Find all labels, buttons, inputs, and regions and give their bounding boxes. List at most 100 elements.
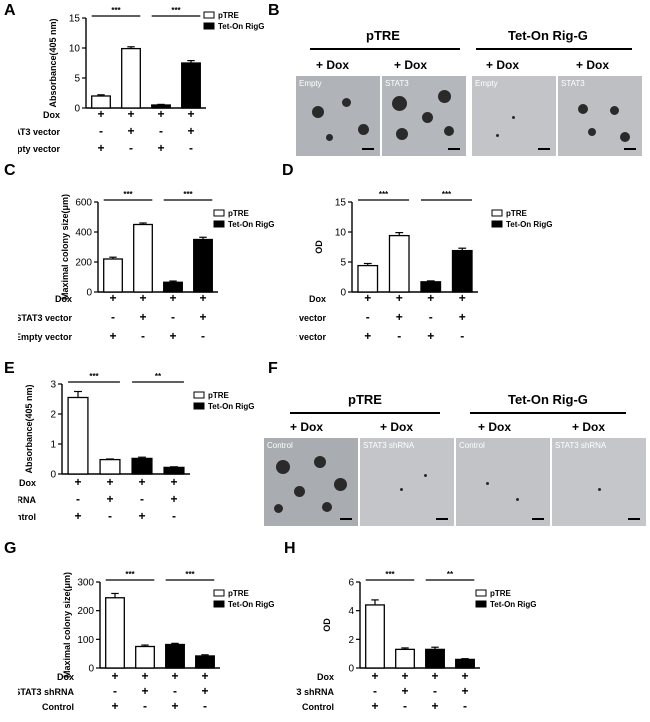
y-tick-label: 1 [50,440,56,451]
condition-mark: + [396,310,403,324]
condition-mark: + [431,699,438,713]
panel-label-h: H [284,540,296,557]
bar [133,223,153,293]
colony [400,488,403,491]
bar-chart-od-stat3-vector: 0 5 10 15 OD *** *** pTRE Tet-On RigG Dox + + + + STAT… [296,190,553,343]
condition-mark: - [189,141,193,155]
legend-swatch [203,22,215,30]
scale-bar [340,518,352,520]
condition-mark: + [106,475,113,489]
legend-label: pTRE [228,209,250,218]
condition-row-label: Dox [19,478,36,488]
microscopy-image: STAT3 shRNA [552,438,646,526]
scale-bar [538,148,550,150]
condition-mark: + [170,475,177,489]
condition-mark: - [76,492,80,506]
condition-mark: + [171,669,178,683]
condition-mark: + [461,669,468,683]
condition-mark: + [199,291,206,305]
legend-swatch [213,589,225,597]
y-axis-label: OD [322,618,332,632]
condition-row-label: STAT3 shRNA [18,495,36,505]
colony [588,128,596,136]
condition-mark: + [199,310,206,324]
y-tick-label: 0 [74,104,80,115]
condition-label: + Dox [478,420,512,434]
bar [388,234,410,293]
image-label: STAT3 shRNA [555,441,607,450]
y-axis-label: OD [314,240,324,254]
condition-mark: + [169,329,176,343]
y-tick-label: 10 [69,44,81,55]
y-tick-label: 400 [75,228,92,239]
colony [342,98,351,107]
microscopy-image: STAT3 shRNA [360,438,454,526]
condition-row-label: Empty vector [296,332,326,342]
colony [314,456,326,468]
condition-mark: + [127,124,134,138]
condition-mark: + [157,107,164,121]
condition-mark: + [201,669,208,683]
legend-label: pTRE [208,391,230,400]
condition-row-label: Dox [317,672,334,682]
condition-row-label: Empty vector [18,332,72,342]
condition-mark: + [459,291,466,305]
condition-mark: + [141,684,148,698]
scale-bar [362,148,374,150]
condition-mark: + [364,329,371,343]
condition-mark: - [203,699,207,713]
condition-label: + Dox [290,420,324,434]
legend-label: Tet-On RigG [490,600,537,609]
significance-label: ** [155,372,162,381]
legend-swatch [193,391,205,399]
condition-label: + Dox [486,58,520,72]
image-label: Empty [299,79,322,88]
image-label: Control [267,441,293,450]
microscopy-image: STAT3 [558,76,642,156]
condition-mark: + [171,699,178,713]
legend-swatch [491,209,503,217]
condition-row-label: Control [42,702,74,712]
significance-label: ** [447,570,454,579]
condition-mark: + [109,329,116,343]
bar [165,643,185,669]
condition-row-label: Dox [43,110,60,120]
microscopy-image: Control [456,438,550,526]
image-label: STAT3 [385,79,409,88]
colony [444,126,454,136]
y-tick-label: 5 [340,258,346,269]
condition-mark: - [433,684,437,698]
condition-mark: + [396,291,403,305]
legend-swatch [193,402,205,410]
colony [438,90,451,103]
condition-mark: + [111,669,118,683]
group-underline-tet-on-rig-g [476,48,632,50]
bar [395,648,415,669]
group-underline-ptre [310,48,460,50]
condition-mark: + [106,492,113,506]
colony [496,134,499,137]
condition-mark: - [201,329,205,343]
panel-label-a: A [4,2,16,19]
condition-mark: - [403,699,407,713]
microscopy-image: Empty [296,76,380,156]
condition-mark: + [461,684,468,698]
legend-swatch [213,209,225,217]
condition-mark: - [111,310,115,324]
significance-label: *** [442,190,452,199]
condition-label: + Dox [576,58,610,72]
condition-mark: - [460,329,464,343]
condition-row-label: Dox [309,294,326,304]
bar-chart-absorbance-stat3-vector: 0 5 10 15 Absorbance(405 nm) *** *** pTRE Tet-On… [18,6,265,155]
legend-swatch [213,600,225,608]
colony [578,104,588,114]
y-tick-label: 15 [335,198,347,209]
y-tick-label: 6 [348,578,354,589]
colony [294,486,305,497]
legend-swatch [203,11,215,19]
colony [276,460,290,474]
colony [610,106,619,115]
condition-mark: - [373,684,377,698]
y-tick-label: 0 [340,288,346,299]
